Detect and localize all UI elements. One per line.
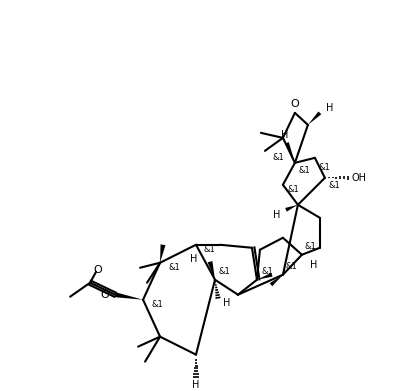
Text: &1: &1	[305, 242, 317, 251]
Text: &1: &1	[151, 300, 163, 309]
Text: &1: &1	[286, 262, 298, 271]
Text: H: H	[190, 254, 198, 264]
Text: H: H	[192, 380, 200, 389]
Text: &1: &1	[204, 245, 216, 254]
Text: &1: &1	[329, 181, 341, 190]
Polygon shape	[285, 142, 295, 163]
Text: O: O	[290, 99, 299, 109]
Text: &1: &1	[272, 153, 284, 162]
Text: &1: &1	[262, 267, 274, 276]
Polygon shape	[208, 261, 215, 280]
Polygon shape	[269, 275, 283, 286]
Text: H: H	[310, 260, 317, 270]
Text: O: O	[94, 265, 103, 275]
Polygon shape	[115, 292, 143, 300]
Text: &1: &1	[299, 166, 311, 175]
Text: OH: OH	[352, 173, 367, 183]
Polygon shape	[257, 273, 273, 280]
Text: &1: &1	[288, 185, 300, 194]
Text: H: H	[281, 130, 288, 140]
Polygon shape	[285, 205, 298, 212]
Text: &1: &1	[319, 163, 330, 172]
Text: H: H	[326, 103, 333, 113]
Polygon shape	[160, 244, 166, 263]
Text: H: H	[223, 298, 230, 308]
Text: &1: &1	[219, 267, 231, 276]
Polygon shape	[308, 111, 321, 125]
Text: H: H	[273, 210, 280, 220]
Text: &1: &1	[168, 263, 180, 272]
Text: O: O	[100, 290, 109, 300]
